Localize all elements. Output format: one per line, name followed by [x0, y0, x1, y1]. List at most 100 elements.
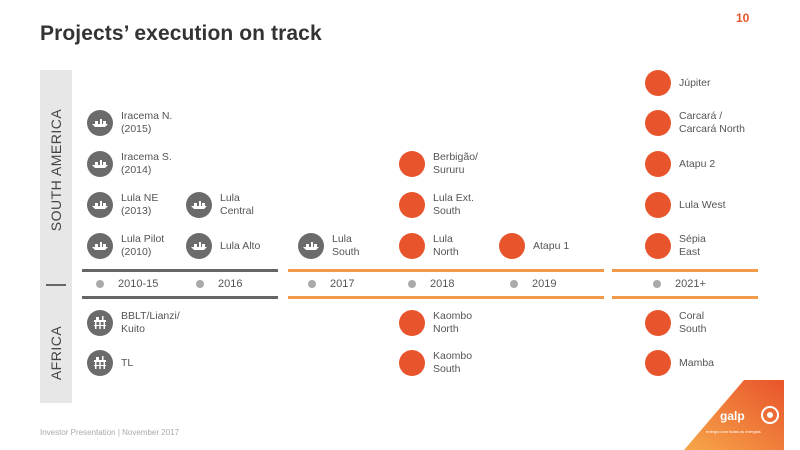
orange-circle-icon — [399, 310, 425, 336]
year-bullet-icon — [196, 280, 204, 288]
year-bullet-icon — [408, 280, 416, 288]
project-atapu-2: Atapu 2 — [645, 151, 715, 177]
project-coral-south: Coral South — [645, 310, 706, 336]
year-2018: 2018 — [408, 278, 454, 290]
south-america-region-bar — [40, 70, 72, 270]
fpso-ship-icon — [87, 110, 113, 136]
fpso-ship-icon — [87, 151, 113, 177]
project-label: Kaombo North — [433, 310, 473, 335]
project-label: Lula North — [433, 233, 459, 258]
year-label: 2010-15 — [118, 278, 159, 290]
project-lula-west: Lula West — [645, 192, 726, 218]
project-lula-alto: Lula Alto — [186, 233, 260, 259]
project-lula-ne: Lula NE (2013) — [87, 192, 158, 218]
year-2019: 2019 — [510, 278, 556, 290]
timeline-line-top-orange-2021 — [612, 269, 758, 272]
platform-icon — [87, 350, 113, 376]
year-bullet-icon — [96, 280, 104, 288]
year-bullet-icon — [653, 280, 661, 288]
project-iracema-n: Iracema N. (2015) — [87, 110, 172, 136]
region-separator — [46, 284, 66, 286]
timeline-line-bottom-orange — [288, 296, 604, 299]
project-jupiter: Júpiter — [645, 70, 711, 96]
orange-circle-icon — [645, 233, 671, 259]
fpso-ship-icon — [87, 233, 113, 259]
project-label: Atapu 1 — [533, 239, 570, 252]
project-kaombo-north: Kaombo North — [399, 310, 472, 336]
year-2010-15: 2010-15 — [96, 278, 158, 290]
timeline-line-bottom-grey — [82, 296, 278, 299]
galp-wordmark: galp — [720, 409, 745, 423]
year-label: 2018 — [430, 278, 455, 290]
project-label: Kaombo South — [433, 350, 473, 375]
south-america-region-label: SOUTH AMERICA — [40, 70, 72, 270]
orange-circle-icon — [399, 233, 425, 259]
project-label: Lula West — [679, 198, 726, 211]
orange-circle-icon — [645, 151, 671, 177]
orange-circle-icon — [499, 233, 525, 259]
africa-label-text: AFRICA — [48, 325, 64, 381]
galp-tagline: energia com todas as energias — [706, 429, 761, 434]
project-label: Lula Ext. South — [433, 192, 474, 217]
footer-text: Investor Presentation | November 2017 — [40, 428, 180, 437]
timeline-line-top-orange — [288, 269, 604, 272]
project-label: TL — [121, 356, 134, 369]
project-carcara: Carcará / Carcará North — [645, 110, 745, 136]
project-lula-ext-south: Lula Ext. South — [399, 192, 474, 218]
project-mamba: Mamba — [645, 350, 714, 376]
year-label: 2017 — [330, 278, 355, 290]
year-2021-plus: 2021+ — [653, 278, 706, 290]
project-kaombo-south: Kaombo South — [399, 350, 472, 376]
project-label: Lula NE (2013) — [121, 192, 159, 217]
project-label: Lula Central — [220, 192, 254, 217]
galp-logo: galp energia com todas as energias — [684, 380, 784, 450]
project-tl: TL — [87, 350, 133, 376]
fpso-ship-icon — [186, 192, 212, 218]
project-atapu-1: Atapu 1 — [499, 233, 569, 259]
slide-title: Projects’ execution on track — [40, 22, 322, 45]
orange-circle-icon — [399, 350, 425, 376]
orange-circle-icon — [645, 192, 671, 218]
project-label: Coral South — [679, 310, 707, 335]
year-bullet-icon — [510, 280, 518, 288]
fpso-ship-icon — [87, 192, 113, 218]
project-label: Atapu 2 — [679, 157, 716, 170]
timeline-line-top-grey — [82, 269, 278, 272]
timeline-line-bottom-orange-2021 — [612, 296, 758, 299]
project-label: Mamba — [679, 356, 715, 369]
orange-circle-icon — [399, 192, 425, 218]
project-label: Lula South — [332, 233, 360, 258]
platform-icon — [87, 310, 113, 336]
orange-circle-icon — [645, 350, 671, 376]
project-iracema-s: Iracema S. (2014) — [87, 151, 172, 177]
project-label: Lula Alto — [220, 239, 261, 252]
africa-region-bar — [40, 270, 72, 403]
project-label: Carcará / Carcará North — [679, 110, 745, 135]
page-number: 10 — [736, 11, 750, 25]
project-label: Iracema S. (2014) — [121, 151, 172, 176]
project-lula-pilot: Lula Pilot (2010) — [87, 233, 164, 259]
project-bblt-lianzi-kuito: BBLT/Lianzi/ Kuito — [87, 310, 180, 336]
fpso-ship-icon — [298, 233, 324, 259]
project-label: Berbigão/ Sururu — [433, 151, 478, 176]
project-label: Lula Pilot (2010) — [121, 233, 165, 258]
project-label: Iracema N. (2015) — [121, 110, 173, 135]
project-lula-south: Lula South — [298, 233, 359, 259]
project-lula-north: Lula North — [399, 233, 459, 259]
year-bullet-icon — [308, 280, 316, 288]
orange-circle-icon — [399, 151, 425, 177]
orange-circle-icon — [645, 310, 671, 336]
south-america-label-text: SOUTH AMERICA — [48, 108, 64, 232]
year-2017: 2017 — [308, 278, 354, 290]
project-sepia-east: Sépia East — [645, 233, 706, 259]
orange-circle-icon — [645, 70, 671, 96]
year-2016: 2016 — [196, 278, 242, 290]
project-berbigao-sururu: Berbigão/ Sururu — [399, 151, 478, 177]
project-lula-central: Lula Central — [186, 192, 254, 218]
africa-region-label: AFRICA — [40, 303, 72, 403]
project-label: BBLT/Lianzi/ Kuito — [121, 310, 180, 335]
project-label: Júpiter — [679, 76, 711, 89]
year-label: 2019 — [532, 278, 557, 290]
fpso-ship-icon — [186, 233, 212, 259]
year-label: 2016 — [218, 278, 243, 290]
